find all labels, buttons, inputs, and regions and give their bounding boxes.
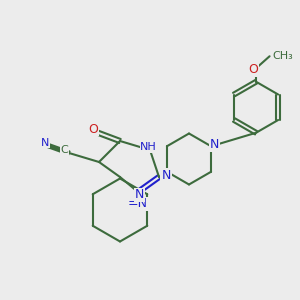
Text: N: N: [161, 169, 170, 182]
Text: NH: NH: [140, 142, 157, 152]
Text: O: O: [248, 63, 258, 76]
Text: N: N: [209, 138, 219, 151]
Text: N: N: [135, 188, 144, 202]
Text: CH₃: CH₃: [273, 51, 293, 61]
Text: C: C: [61, 145, 68, 155]
Text: N: N: [162, 169, 172, 182]
Text: =N: =N: [128, 197, 148, 210]
Text: N: N: [41, 137, 49, 148]
Text: N: N: [210, 138, 219, 151]
Text: O: O: [88, 122, 98, 136]
